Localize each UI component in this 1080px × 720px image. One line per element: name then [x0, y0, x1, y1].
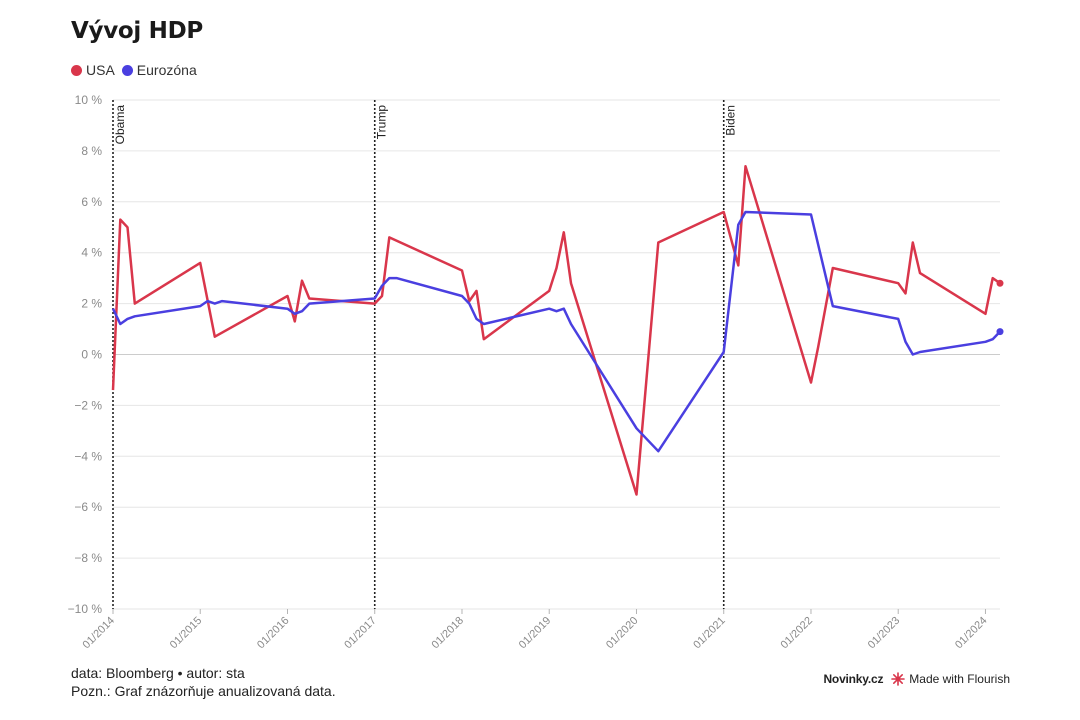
- y-tick-label: −4 %: [74, 449, 102, 463]
- brand-bar: Novinky.cz Made with Flourish: [823, 672, 1010, 686]
- footer-notes: data: Bloomberg • autor: sta Pozn.: Graf…: [71, 664, 336, 700]
- legend-label-usa: USA: [86, 62, 115, 78]
- series-line-eurozone: [111, 210, 1001, 453]
- y-tick-label: −8 %: [74, 551, 102, 565]
- y-tick-label: 0 %: [81, 348, 102, 362]
- x-tick-label: 01/2023: [866, 615, 903, 652]
- footnote: Pozn.: Graf znázorňuje anualizovaná data…: [71, 683, 336, 699]
- legend-swatch-eurozone: [121, 64, 133, 76]
- series-line-usa: [111, 164, 1001, 496]
- annotation-label: Trump: [375, 105, 389, 140]
- x-tick-label: 01/2015: [168, 615, 205, 652]
- x-tick-label: 01/2014: [81, 615, 118, 652]
- y-tick-label: 2 %: [81, 297, 102, 311]
- x-tick-label: 01/2019: [517, 615, 554, 652]
- y-tick-label: −2 %: [74, 398, 102, 412]
- x-tick-label: 01/2024: [953, 615, 990, 652]
- flourish-credit[interactable]: Made with Flourish: [891, 672, 1010, 686]
- legend-item-eurozone[interactable]: Eurozóna: [121, 62, 197, 78]
- flourish-icon: [891, 672, 906, 686]
- legend-swatch-usa: [71, 64, 82, 76]
- source-credit: data: Bloomberg • autor: sta: [71, 665, 245, 681]
- annotation-label: Obama: [113, 105, 127, 145]
- x-tick-label: 01/2021: [691, 615, 728, 652]
- legend-item-usa[interactable]: USA: [71, 62, 115, 78]
- x-tick-label: 01/2016: [255, 615, 292, 652]
- y-tick-label: 6 %: [81, 195, 102, 209]
- publisher-logo[interactable]: Novinky.cz: [823, 672, 884, 686]
- x-tick-label: 01/2017: [342, 615, 379, 652]
- chart-title: Vývoj HDP: [71, 18, 203, 44]
- y-tick-label: 10 %: [75, 93, 103, 107]
- y-tick-label: −6 %: [74, 500, 102, 514]
- y-tick-label: −10 %: [68, 602, 103, 616]
- series-endpoint-eurozone: [996, 328, 1004, 336]
- y-tick-label: 4 %: [81, 246, 102, 260]
- x-tick-label: 01/2022: [778, 615, 815, 652]
- x-tick-label: 01/2020: [604, 615, 641, 652]
- series-endpoint-usa: [996, 279, 1004, 287]
- flourish-credit-label: Made with Flourish: [909, 672, 1010, 686]
- legend: USA Eurozóna: [71, 62, 204, 78]
- legend-label-eurozone: Eurozóna: [136, 62, 197, 78]
- y-tick-label: 8 %: [81, 144, 102, 158]
- x-tick-label: 01/2018: [430, 615, 467, 652]
- annotation-label: Biden: [724, 105, 738, 136]
